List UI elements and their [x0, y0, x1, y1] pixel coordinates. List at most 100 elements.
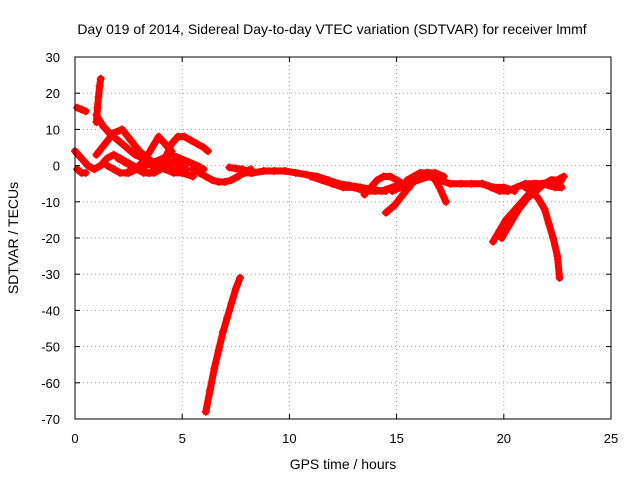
- data-point-marker: [221, 177, 230, 186]
- data-point-marker: [135, 150, 144, 159]
- data-point-marker: [504, 186, 513, 195]
- x-tick-label: 5: [179, 431, 186, 446]
- data-point-marker: [233, 172, 242, 181]
- data-point-marker: [93, 103, 102, 112]
- series-track-2: [73, 165, 90, 177]
- data-point-marker: [227, 176, 236, 185]
- x-axis: 0 5 10 15 20 25: [71, 57, 618, 446]
- series-track-26: [531, 179, 566, 192]
- data-point-marker: [538, 179, 547, 188]
- data-point-marker: [328, 179, 337, 188]
- data-point-marker: [489, 237, 498, 246]
- data-point-marker: [506, 219, 515, 228]
- data-point-marker: [210, 364, 219, 373]
- data-point-marker: [360, 190, 369, 199]
- data-point-marker: [512, 183, 521, 192]
- data-point-marker: [223, 313, 232, 322]
- data-point-marker: [403, 179, 412, 188]
- data-point-marker: [381, 208, 390, 217]
- data-point-marker: [176, 161, 185, 170]
- data-point-marker: [236, 273, 245, 282]
- data-point-marker: [126, 136, 135, 145]
- y-tick-label: 0: [53, 159, 60, 174]
- data-point-marker: [227, 299, 236, 308]
- data-point-marker: [206, 386, 215, 395]
- data-point-marker: [392, 183, 401, 192]
- data-point-marker: [73, 165, 82, 174]
- data-point-marker: [118, 125, 127, 134]
- data-point-marker: [281, 167, 290, 176]
- series-layer: [71, 74, 568, 416]
- data-point-marker: [73, 103, 82, 112]
- series-track-25: [521, 183, 564, 282]
- data-point-marker: [259, 167, 268, 176]
- data-point-marker: [521, 183, 530, 192]
- data-point-marker: [238, 168, 247, 177]
- data-point-marker: [435, 183, 444, 192]
- data-point-marker: [199, 143, 208, 152]
- data-point-marker: [186, 136, 195, 145]
- data-point-marker: [549, 176, 558, 185]
- data-point-marker: [495, 186, 504, 195]
- data-point-marker: [208, 176, 217, 185]
- data-point-marker: [557, 183, 566, 192]
- data-point-marker: [176, 154, 185, 163]
- data-point-marker: [77, 105, 86, 114]
- data-point-marker: [549, 234, 558, 242]
- data-point-marker: [141, 157, 150, 166]
- y-axis-label: SDTVAR / TECUs: [5, 182, 21, 294]
- data-point-marker: [557, 176, 566, 185]
- data-point-marker: [169, 157, 178, 166]
- data-point-marker: [248, 168, 257, 177]
- data-point-marker: [218, 328, 227, 337]
- y-tick-label: -10: [41, 195, 60, 210]
- data-point-marker: [527, 186, 536, 195]
- data-point-marker: [95, 81, 104, 90]
- data-point-marker: [366, 183, 375, 192]
- data-point-marker: [390, 201, 399, 210]
- data-point-marker: [317, 176, 326, 185]
- y-tick-label: 20: [46, 86, 60, 101]
- data-point-marker: [109, 129, 118, 138]
- data-point-marker: [291, 168, 300, 177]
- data-point-marker: [150, 168, 159, 177]
- data-point-marker: [456, 179, 465, 188]
- data-point-marker: [124, 168, 133, 177]
- data-point-marker: [103, 154, 112, 163]
- data-point-marker: [195, 168, 204, 177]
- data-point-marker: [497, 234, 506, 242]
- x-tick-label: 20: [497, 431, 511, 446]
- grid-lines: [75, 57, 611, 419]
- data-point-marker: [544, 181, 553, 190]
- data-point-marker: [435, 176, 444, 185]
- data-point-marker: [193, 139, 202, 148]
- y-axis: 30 20 10 0 -10 -20 -30 -40 -50 -60 -70: [41, 50, 611, 427]
- data-point-marker: [81, 168, 90, 177]
- data-point-marker: [514, 205, 523, 214]
- data-point-marker: [388, 186, 397, 195]
- data-point-marker: [399, 190, 408, 199]
- y-tick-label: -20: [41, 231, 60, 246]
- data-point-marker: [92, 150, 101, 159]
- data-point-marker: [83, 161, 92, 170]
- y-tick-label: -70: [41, 412, 60, 427]
- data-point-marker: [203, 147, 212, 156]
- data-point-marker: [90, 165, 99, 174]
- data-point-marker: [392, 176, 401, 185]
- y-tick-label: 30: [46, 50, 60, 65]
- data-point-marker: [553, 252, 562, 261]
- data-point-marker: [540, 205, 549, 214]
- data-point-marker: [534, 194, 543, 203]
- data-point-marker: [148, 143, 157, 152]
- data-point-marker: [96, 74, 105, 83]
- data-point-marker: [467, 179, 476, 188]
- x-tick-label: 10: [282, 431, 296, 446]
- data-point-marker: [225, 163, 234, 172]
- data-point-marker: [133, 165, 142, 174]
- data-point-marker: [122, 143, 131, 152]
- data-point-marker: [77, 154, 86, 163]
- data-point-marker: [184, 157, 193, 166]
- data-point-marker: [92, 110, 101, 119]
- data-point-marker: [371, 186, 380, 195]
